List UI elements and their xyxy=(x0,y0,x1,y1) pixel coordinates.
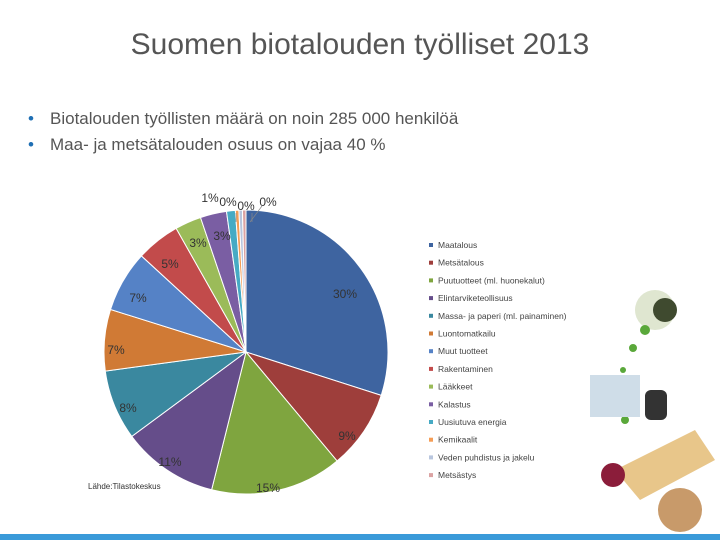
pie-slice xyxy=(131,350,247,491)
slice-label: 8% xyxy=(119,401,137,415)
pie-slice xyxy=(241,209,247,353)
legend-label: Massa- ja paperi (ml. painaminen) xyxy=(438,311,567,321)
bullet-list: • Biotalouden työllisten määrä on noin 28… xyxy=(28,106,458,158)
legend-label: Kalastus xyxy=(438,399,471,409)
legend-swatch xyxy=(429,402,433,407)
slice-label: 5% xyxy=(161,257,179,271)
legend-swatch xyxy=(429,437,433,442)
pie-labels: 30%9%15%11%8%7%7%5%3% 3%1% 0% 0% 0% xyxy=(107,191,357,495)
slice-label: 15% xyxy=(256,481,280,495)
legend-label: Luontomatkailu xyxy=(438,329,496,339)
slice-label: 11% xyxy=(158,455,181,469)
bullet-dot-icon: • xyxy=(28,135,34,154)
pie-slices xyxy=(103,209,389,495)
page-title: Suomen biotalouden työlliset 2013 xyxy=(130,28,590,61)
slice-label: 3% xyxy=(213,229,231,243)
bullet-text: Maa- ja metsätalouden osuus on vajaa 40 … xyxy=(50,135,386,154)
source-note: Lähde:Tilastokeskus xyxy=(88,482,161,491)
bullet-text: Biotalouden työllisten määrä on noin 285… xyxy=(50,109,459,128)
pie-slice xyxy=(245,209,389,397)
legend-label: Uusiutuva energia xyxy=(438,417,507,427)
slice-label: 3% xyxy=(189,236,207,250)
legend-label: Metsästys xyxy=(438,470,476,480)
legend-swatch xyxy=(429,260,433,265)
legend-swatch xyxy=(429,243,433,247)
slice-label: 30% xyxy=(333,287,357,301)
legend-label: Kemikaalit xyxy=(438,435,478,445)
legend-swatch xyxy=(429,331,433,336)
legend-label: Lääkkeet xyxy=(438,382,473,392)
bottom-accent-bar xyxy=(0,534,720,540)
pie-slice xyxy=(211,350,338,495)
slice-label: 9% xyxy=(338,429,356,443)
pie-slice xyxy=(244,350,382,462)
legend-swatch xyxy=(429,473,433,478)
leader-line xyxy=(249,205,263,223)
bullet-item: • Biotalouden työllisten määrä on noin 28… xyxy=(28,106,458,132)
chart-legend: Maatalous Metsätalous Puutuotteet (ml. huo… xyxy=(429,240,567,480)
legend-swatch xyxy=(429,420,433,424)
legend-label: Metsätalous xyxy=(438,258,484,268)
legend-swatch xyxy=(429,384,433,389)
slice-label: 7% xyxy=(107,343,125,357)
bullet-dot-icon: • xyxy=(28,109,34,128)
slice-label: 0% xyxy=(219,195,237,209)
legend-label: Veden puhdistus ja jakelu xyxy=(438,452,535,462)
legend-label: Maatalous xyxy=(438,240,477,250)
legend-label: Elintarviketeollisuus xyxy=(438,293,513,303)
legend-label: Muut tuotteet xyxy=(438,346,488,356)
legend-swatch xyxy=(429,455,433,460)
legend-swatch xyxy=(429,349,433,354)
decorative-photo-collage xyxy=(590,290,715,532)
legend-swatch xyxy=(429,296,433,301)
slice-label: 0% xyxy=(237,199,255,213)
legend-swatch xyxy=(429,313,433,318)
legend-label: Puutuotteet (ml. huonekalut) xyxy=(438,275,545,285)
slice-label: 0% xyxy=(259,195,277,209)
slice-label: 1% xyxy=(201,191,219,205)
legend-label: Rakentaminen xyxy=(438,364,493,374)
legend-swatch xyxy=(429,278,433,283)
legend-swatch xyxy=(429,366,433,371)
slice-label: 7% xyxy=(129,291,147,305)
bullet-item: • Maa- ja metsätalouden osuus on vajaa 40… xyxy=(28,132,458,158)
